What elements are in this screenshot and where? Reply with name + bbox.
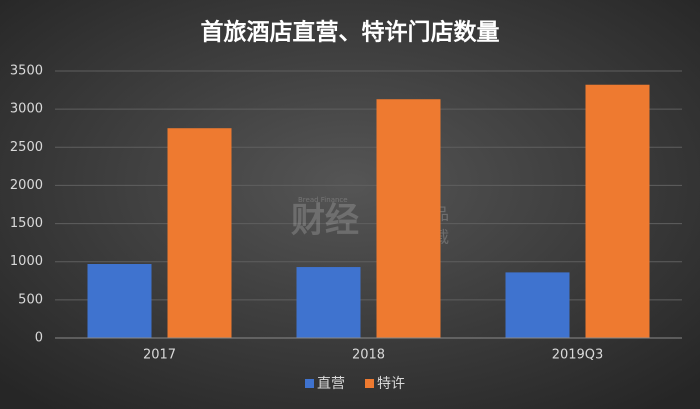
legend-swatch <box>305 379 314 388</box>
y-tick-label: 0 <box>35 331 43 346</box>
x-tick-label: 2019Q3 <box>552 348 604 363</box>
bar <box>296 267 361 338</box>
y-tick-label: 1500 <box>10 216 43 231</box>
y-tick-label: 3500 <box>10 64 43 79</box>
legend-label: 特许 <box>377 376 405 392</box>
y-tick-label: 500 <box>18 292 43 307</box>
y-tick-label: 1000 <box>10 254 43 269</box>
y-tick-label: 2500 <box>10 140 43 155</box>
legend-label: 直营 <box>317 375 345 392</box>
bar <box>505 272 570 338</box>
watermark: 财经 <box>291 201 359 241</box>
x-tick-label: 2018 <box>352 348 385 363</box>
y-tick-label: 3000 <box>10 102 43 117</box>
legend-swatch <box>365 379 374 388</box>
bar <box>376 99 441 339</box>
y-tick-label: 2000 <box>10 178 43 193</box>
bar <box>87 264 152 338</box>
bar <box>167 128 232 338</box>
x-tick-label: 2017 <box>143 348 176 363</box>
chart-title: 首旅酒店直营、特许门店数量 <box>201 19 500 46</box>
bar <box>585 84 650 338</box>
watermark: Bread Finance <box>298 196 348 204</box>
